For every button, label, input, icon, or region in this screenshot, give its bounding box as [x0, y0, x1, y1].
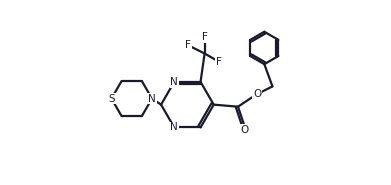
Text: F: F	[185, 40, 191, 50]
Text: O: O	[240, 125, 248, 135]
Text: O: O	[253, 88, 261, 98]
Text: F: F	[202, 32, 208, 42]
Text: F: F	[216, 57, 222, 67]
Text: N: N	[170, 77, 178, 87]
Text: S: S	[108, 94, 115, 104]
Text: N: N	[148, 94, 156, 104]
Text: N: N	[170, 122, 178, 132]
